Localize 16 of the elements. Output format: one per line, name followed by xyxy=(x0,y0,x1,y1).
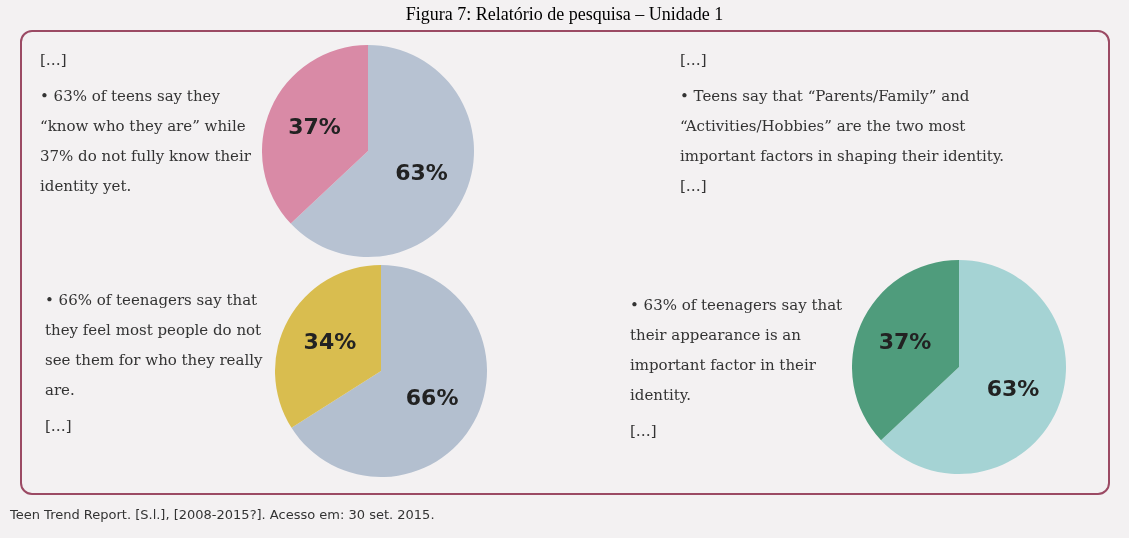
text: Figura 7: Relatório de pesquisa – Unidade 1 xyxy=(404,4,725,25)
text: • 63% of teens say they “know who they are” while 37% do not fully know their identity yet. xyxy=(40,86,252,197)
data-label: 34% xyxy=(303,328,357,354)
text: […] xyxy=(45,416,73,437)
data-label: 63% xyxy=(986,376,1040,402)
data-label: 37% xyxy=(288,113,341,139)
data-label: 37% xyxy=(878,329,932,355)
text: Teen Trend Report. [S.l.], [2008-2015?]. Acesso em: 30 set. 2015. xyxy=(10,507,435,522)
data-label: 63% xyxy=(395,159,448,185)
text: […] xyxy=(680,50,708,71)
text: • 63% of teenagers say that their appearance is an important factor in their identity. xyxy=(630,295,844,406)
text: […] xyxy=(40,50,68,71)
text: • Teens say that “Parents/Family” and “Activities/Hobbies” are the two most important factors in shaping their identity. […] xyxy=(680,86,1006,197)
text: […] xyxy=(630,421,658,442)
text: • 66% of teenagers say that they feel most people do not see them for who they really are. xyxy=(45,290,264,401)
data-label: 66% xyxy=(405,384,459,410)
